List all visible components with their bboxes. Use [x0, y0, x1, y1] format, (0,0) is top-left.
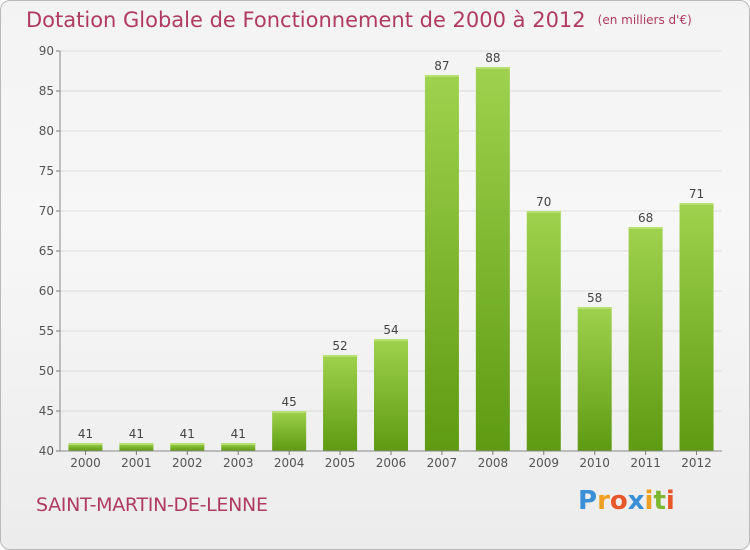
bar-highlight [323, 355, 358, 357]
bar-highlight [424, 75, 459, 77]
bar-highlight [628, 227, 663, 229]
logo-letter: x [627, 486, 645, 516]
x-tick-label: 2004 [274, 456, 305, 470]
bar-highlight [272, 411, 307, 413]
bar [119, 443, 154, 451]
logo-letter: r [597, 486, 610, 516]
bar-value-label: 45 [282, 395, 297, 409]
bar-value-label: 71 [689, 187, 704, 201]
bar-highlight [374, 339, 408, 341]
x-tick-label: 2012 [681, 456, 712, 470]
logo-letter: i [644, 486, 654, 516]
bar [374, 339, 408, 451]
bar [628, 227, 663, 451]
y-tick-label: 65 [39, 244, 54, 258]
bar-highlight [68, 443, 103, 445]
bar-highlight [221, 443, 256, 445]
bar-value-label: 68 [638, 211, 653, 225]
y-tick-label: 45 [39, 404, 54, 418]
y-tick-label: 75 [39, 164, 54, 178]
bar-highlight [679, 203, 714, 205]
bar-value-label: 70 [536, 195, 551, 209]
bar-value-label: 41 [129, 427, 144, 441]
x-tick-label: 2007 [427, 456, 458, 470]
bar-value-label: 87 [434, 59, 449, 73]
x-tick-label: 2001 [121, 456, 152, 470]
x-tick-label: 2005 [325, 456, 356, 470]
y-tick-label: 40 [39, 444, 54, 458]
bar-highlight [170, 443, 205, 445]
bar [679, 203, 714, 451]
y-tick-label: 55 [39, 324, 54, 338]
y-tick-label: 80 [39, 124, 54, 138]
y-tick-label: 70 [39, 204, 54, 218]
title-text: Dotation Globale de Fonctionnement de 20… [26, 8, 586, 32]
bar [170, 443, 205, 451]
bar-highlight [119, 443, 154, 445]
bar-value-label: 41 [231, 427, 246, 441]
bar [323, 355, 358, 451]
bar-highlight [526, 211, 561, 213]
y-tick-label: 60 [39, 284, 54, 298]
bar-value-label: 52 [332, 339, 347, 353]
bar [424, 75, 459, 451]
x-tick-label: 2003 [223, 456, 254, 470]
logo-letter: P [578, 486, 598, 516]
logo-letter: t [653, 486, 666, 516]
y-tick-label: 50 [39, 364, 54, 378]
bar [526, 211, 561, 451]
x-tick-label: 2011 [630, 456, 661, 470]
y-tick-label: 85 [39, 84, 54, 98]
bar [221, 443, 256, 451]
unit-note: (en milliers d'€) [597, 13, 692, 27]
bar-value-label: 41 [78, 427, 93, 441]
bar-value-label: 41 [180, 427, 195, 441]
x-tick-label: 2009 [528, 456, 559, 470]
proxiti-logo: Proxiti [578, 486, 675, 516]
bar [272, 411, 307, 451]
logo-letter: o [609, 486, 628, 516]
x-tick-label: 2010 [579, 456, 610, 470]
chart-title: Dotation Globale de Fonctionnement de 20… [26, 8, 692, 32]
bar [68, 443, 103, 451]
bar-value-label: 54 [383, 323, 398, 337]
bar [577, 307, 612, 451]
y-tick-label: 90 [39, 44, 54, 58]
x-tick-label: 2006 [376, 456, 407, 470]
bar-value-label: 88 [485, 51, 500, 65]
x-tick-label: 2002 [172, 456, 203, 470]
x-tick-label: 2008 [478, 456, 509, 470]
bar-value-label: 58 [587, 291, 602, 305]
logo-letter: i [665, 486, 675, 516]
x-tick-label: 2000 [70, 456, 101, 470]
commune-name: SAINT-MARTIN-DE-LENNE [36, 494, 268, 516]
bar-highlight [475, 67, 510, 69]
bar-highlight [577, 307, 612, 309]
bar [475, 67, 510, 451]
